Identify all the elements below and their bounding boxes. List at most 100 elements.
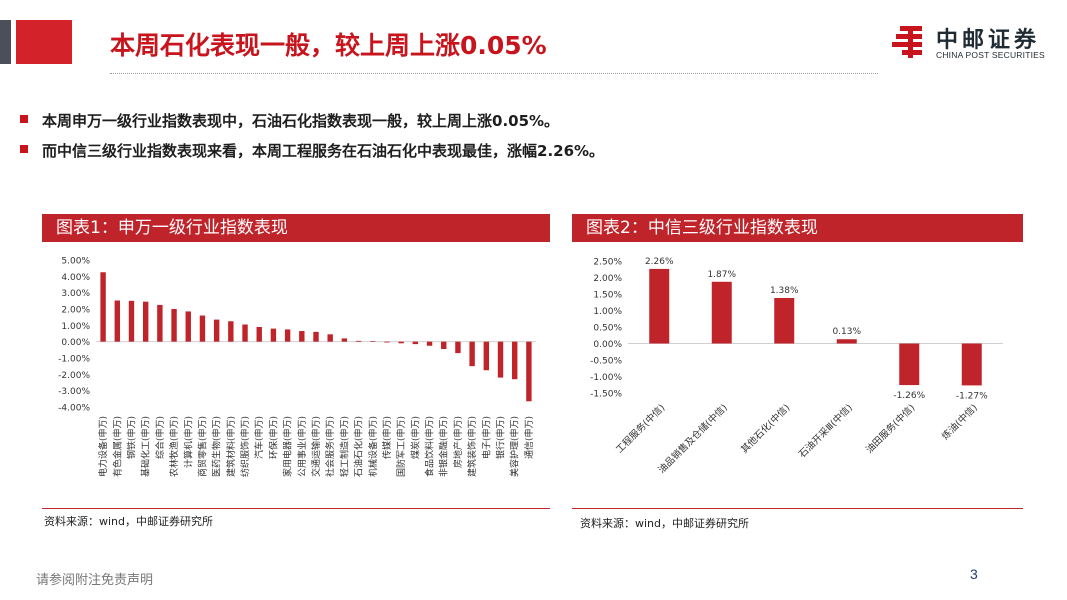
- y-tick-label: 3.00%: [61, 289, 90, 299]
- y-tick-label: 4.00%: [61, 273, 90, 283]
- chart1-header: 图表1：申万一级行业指数表现: [42, 214, 550, 242]
- bar: [711, 281, 732, 344]
- category-label: 公用事业(申万): [296, 416, 308, 477]
- chart2-bar-chart: 2.50% 2.00% 1.50% 1.00% 0.50% 0.00% -0.50% -1.0…: [590, 257, 1003, 476]
- category-label: 商贸零售(申万): [196, 416, 208, 477]
- bullet-square-icon: [20, 115, 28, 123]
- bullet-text: 本周申万一级行业指数表现中，石油石化指数表现一般，较上周上涨0.05%。: [42, 112, 560, 130]
- y-tick-label: 2.00%: [61, 306, 90, 316]
- bar: [341, 338, 348, 342]
- y-tick-label: -4.00%: [58, 404, 90, 414]
- bar: [649, 268, 670, 344]
- category-label: 医药生物(申万): [211, 416, 223, 477]
- category-label: 石油开采Ⅲ(中信): [796, 402, 855, 461]
- y-tick-label: 1.50%: [593, 291, 622, 301]
- category-label: 农林牧渔(申万): [168, 416, 180, 477]
- logo-chinese-name: 中邮证券: [936, 28, 1041, 53]
- category-label: 环保(申万): [267, 416, 279, 459]
- bar: [512, 341, 518, 380]
- bar: [483, 341, 490, 371]
- y-tick-label: 1.00%: [61, 322, 90, 332]
- y-tick-label: 1.00%: [593, 307, 622, 317]
- category-label: 其他石化(中信): [738, 402, 792, 456]
- bar: [836, 339, 857, 344]
- bar: [355, 340, 362, 342]
- category-label: 建筑材料(申万): [225, 416, 237, 477]
- y-tick-label: 0.50%: [593, 324, 622, 334]
- bar: [171, 309, 177, 342]
- data-label: 0.13%: [832, 327, 861, 337]
- chart2-source-divider: [572, 508, 1023, 509]
- category-label: 基础化工(申万): [140, 416, 152, 477]
- bar: [128, 300, 135, 342]
- category-label: 石油石化(申万): [353, 416, 365, 477]
- category-label: 传媒(申万): [381, 416, 393, 459]
- bar: [142, 301, 149, 342]
- category-label: 国防军工(申万): [395, 416, 407, 477]
- y-tick-label: 0.00%: [61, 338, 90, 348]
- category-label: 机械设备(申万): [367, 416, 379, 477]
- y-tick-label: -2.00%: [58, 371, 90, 381]
- category-label: 工程服务(中信): [613, 402, 667, 456]
- data-label: 2.26%: [645, 257, 674, 267]
- bar: [497, 341, 504, 378]
- category-label: 电力设备(申万): [97, 416, 109, 477]
- china-post-logo-icon: [892, 26, 922, 58]
- bar: [370, 341, 376, 342]
- bar: [961, 343, 982, 386]
- bar: [327, 334, 333, 342]
- data-label: -1.27%: [956, 391, 988, 401]
- disclaimer-link[interactable]: 请参阅附注免责声明: [36, 573, 154, 588]
- bar: [157, 304, 163, 342]
- bar: [774, 297, 795, 344]
- y-tick-label: 2.50%: [593, 258, 622, 268]
- y-tick-label: 0.00%: [593, 340, 622, 350]
- bar: [412, 341, 419, 345]
- page-number: 3: [970, 566, 978, 582]
- bar: [398, 341, 404, 344]
- bar: [185, 311, 191, 342]
- category-label: 电子(申万): [480, 416, 492, 459]
- chart1-bar-chart: 5.00% 4.00% 3.00% 2.00% 1.00% 0.00% -1.00% -2.0…: [58, 257, 536, 477]
- bar: [455, 341, 461, 354]
- y-tick-label: 5.00%: [61, 257, 90, 267]
- bar: [526, 341, 532, 402]
- category-label: 食品饮料(申万): [424, 416, 436, 477]
- chart2-header: 图表2：中信三级行业指数表现: [572, 214, 1023, 242]
- bar: [228, 321, 234, 342]
- category-label: 煤炭(申万): [409, 416, 421, 459]
- bar: [426, 341, 433, 346]
- y-tick-label: -1.00%: [58, 355, 90, 365]
- category-label: 纺织服饰(申万): [239, 416, 251, 477]
- chart1-source: 资料来源：wind，中邮证券研究所: [44, 515, 214, 528]
- corner-block-grey: [0, 20, 11, 64]
- category-label: 计算机(申万): [182, 416, 194, 468]
- chart2-source: 资料来源：wind，中邮证券研究所: [580, 517, 750, 530]
- bar: [256, 326, 262, 342]
- bar: [213, 319, 220, 342]
- y-tick-label: 2.00%: [593, 274, 622, 284]
- category-label: 有色金属(申万): [111, 416, 123, 477]
- company-logo: 中邮证券 CHINA POST SECURITIES: [890, 22, 1060, 64]
- category-label: 油田服务(中信): [863, 402, 917, 456]
- category-label: 综合(申万): [154, 416, 166, 459]
- bar: [384, 341, 390, 343]
- corner-block-red: [16, 20, 72, 64]
- bar: [899, 343, 920, 386]
- category-label: 房地产(申万): [452, 416, 464, 468]
- bar: [100, 272, 106, 342]
- bullet-square-icon: [20, 145, 28, 153]
- category-label: 油品销售及仓储(中信): [656, 402, 730, 476]
- category-label: 社会服务(申万): [324, 416, 336, 477]
- bar: [114, 300, 120, 342]
- category-label: 交通运输(申万): [310, 416, 322, 477]
- y-tick-label: -1.00%: [590, 373, 622, 383]
- category-label: 美容护理(申万): [509, 416, 521, 477]
- bar: [242, 324, 248, 342]
- category-label: 轻工制造(申万): [338, 416, 350, 477]
- y-tick-label: -1.50%: [590, 390, 622, 400]
- bar: [469, 341, 475, 367]
- bullet-text: 而中信三级行业指数表现来看，本周工程服务在石油石化中表现最佳，涨幅2.26%。: [42, 142, 605, 160]
- bar: [199, 315, 206, 342]
- bar: [441, 341, 447, 350]
